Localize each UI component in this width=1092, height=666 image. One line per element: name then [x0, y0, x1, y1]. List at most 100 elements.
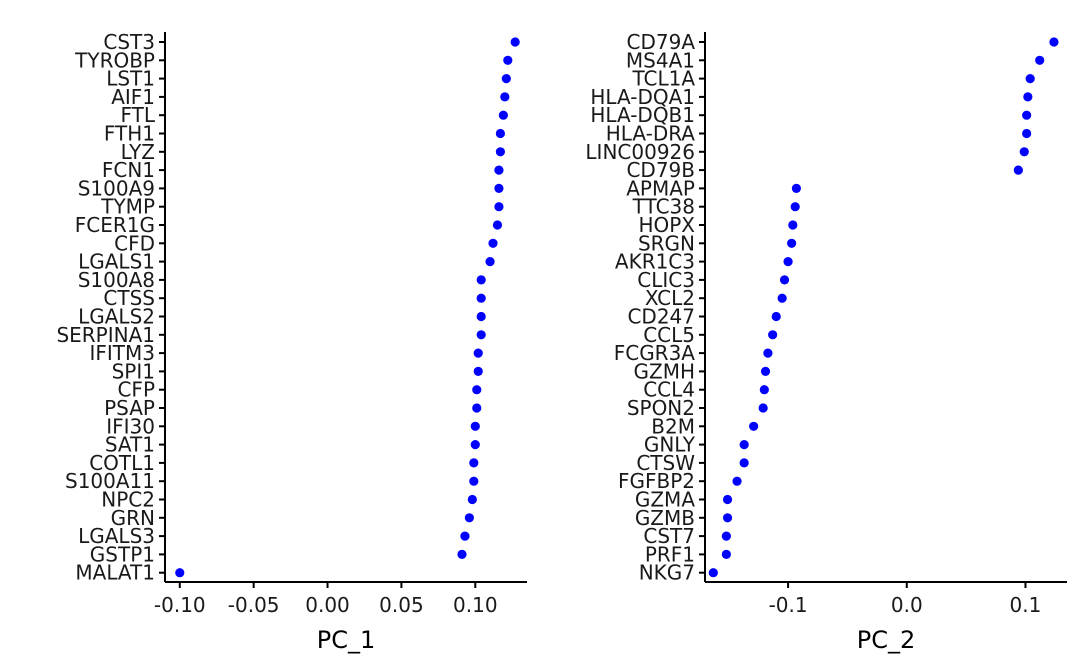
y-tick-label: FCER1G — [75, 213, 155, 237]
y-tick-label: HLA-DQB1 — [590, 103, 695, 127]
y-tick-label: FCGR3A — [614, 341, 696, 365]
data-point — [470, 421, 480, 431]
x-axis-title: PC_2 — [857, 626, 916, 654]
data-point — [779, 275, 790, 285]
data-point — [763, 348, 773, 358]
y-tick-label: SPI1 — [112, 359, 155, 383]
x-axis-title: PC_1 — [317, 626, 376, 654]
data-point — [732, 476, 742, 486]
y-tick-label: LGALS1 — [78, 250, 155, 274]
data-point — [476, 330, 486, 340]
y-tick-label: PRF1 — [645, 542, 695, 566]
data-point — [488, 238, 498, 248]
data-point — [708, 568, 718, 578]
y-tick-label: IFI30 — [106, 414, 155, 438]
y-tick-label: HLA-DQA1 — [590, 85, 695, 109]
data-point — [494, 165, 504, 175]
y-tick-label: FTL — [120, 103, 155, 127]
y-tick-label: COTL1 — [89, 451, 155, 475]
data-point — [469, 458, 479, 468]
data-point — [476, 293, 486, 303]
pc2-panel: CD79AMS4A1TCL1AHLA-DQA1HLA-DQB1HLA-DRALI… — [585, 30, 1067, 654]
y-tick-label: LGALS2 — [78, 305, 155, 329]
data-point — [749, 421, 759, 431]
y-tick-label: CD79A — [627, 30, 696, 54]
data-point — [467, 494, 477, 505]
data-point — [790, 202, 800, 212]
data-point — [777, 293, 787, 303]
data-point — [501, 74, 511, 84]
data-point — [492, 220, 503, 230]
data-point — [476, 311, 486, 322]
data-point — [495, 128, 506, 139]
data-point — [739, 440, 749, 450]
data-point — [472, 385, 482, 395]
data-point — [1035, 55, 1045, 65]
data-point — [721, 531, 731, 541]
data-point — [783, 257, 793, 267]
y-tick-label: GSTP1 — [90, 542, 155, 566]
data-point — [722, 494, 733, 505]
y-tick-label: MALAT1 — [75, 561, 155, 585]
y-tick-label: CCL4 — [643, 378, 695, 402]
data-point — [457, 549, 467, 560]
y-tick-label: FGFBP2 — [618, 469, 695, 493]
y-tick-label: GRN — [111, 506, 155, 530]
data-point — [1049, 37, 1059, 47]
data-point — [494, 202, 504, 212]
data-point — [473, 348, 483, 358]
y-tick-label: SPON2 — [627, 396, 695, 420]
data-point — [1023, 92, 1033, 102]
data-point — [760, 366, 771, 376]
data-point — [758, 403, 768, 413]
data-point — [771, 311, 781, 322]
data-point — [721, 549, 731, 560]
y-tick-label: GZMH — [634, 359, 696, 383]
y-tick-label: TYROBP — [74, 48, 155, 72]
x-tick-label: -0.05 — [228, 593, 280, 617]
x-tick-label: -0.1 — [769, 593, 808, 617]
y-tick-label: FTH1 — [104, 122, 155, 146]
y-tick-label: B2M — [651, 414, 695, 438]
data-point — [1022, 110, 1032, 120]
data-point — [473, 366, 483, 376]
y-tick-label: CFP — [117, 378, 155, 402]
data-point — [791, 183, 801, 193]
data-point — [722, 513, 733, 523]
data-point — [494, 183, 504, 193]
data-point — [787, 238, 797, 248]
data-point — [460, 531, 470, 541]
data-point — [500, 92, 510, 102]
data-point — [1025, 74, 1035, 84]
data-point — [469, 476, 479, 486]
y-tick-label: PSAP — [104, 396, 155, 420]
data-point — [1022, 128, 1032, 139]
y-tick-label: MS4A1 — [626, 48, 695, 72]
y-tick-label: HOPX — [638, 213, 695, 237]
y-tick-label: SRGN — [638, 231, 695, 255]
data-point — [768, 330, 778, 340]
y-tick-label: CD247 — [627, 305, 695, 329]
y-tick-label: GZMB — [635, 506, 695, 530]
data-point — [1013, 165, 1023, 175]
y-tick-label: S100A11 — [65, 469, 155, 493]
x-tick-label: 0.00 — [305, 593, 350, 617]
y-tick-label: CTSW — [636, 451, 695, 475]
data-point — [175, 568, 185, 578]
y-tick-label: LGALS3 — [78, 524, 155, 548]
y-tick-label: AKR1C3 — [615, 250, 695, 274]
y-tick-label: AIF1 — [111, 85, 155, 109]
y-tick-label: HLA-DRA — [606, 122, 696, 146]
x-tick-label: 0.05 — [379, 593, 424, 617]
y-tick-label: S100A9 — [78, 176, 155, 200]
y-tick-label: CFD — [114, 231, 155, 255]
y-tick-label: TTC38 — [632, 195, 695, 219]
y-tick-label: NPC2 — [101, 488, 155, 512]
x-tick-label: 0.0 — [891, 593, 923, 617]
data-point — [739, 458, 749, 468]
y-tick-label: TCL1A — [631, 67, 695, 91]
data-point — [470, 440, 480, 450]
y-tick-label: CD79B — [626, 158, 695, 182]
y-tick-label: LST1 — [106, 67, 155, 91]
